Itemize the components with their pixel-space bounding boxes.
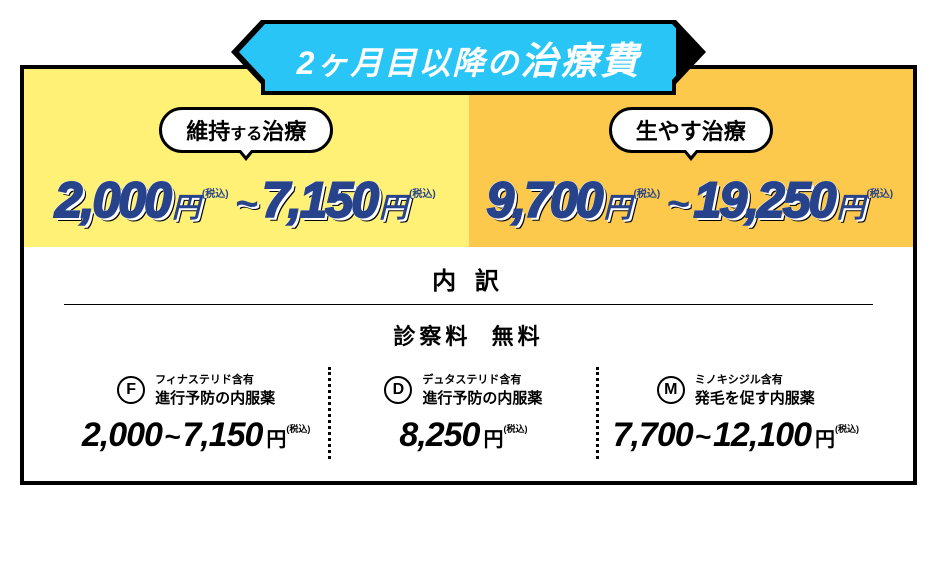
med-price: 2,000 ~ 7,150 円 (税込) <box>78 416 314 455</box>
med-finasteride: F フィナステリド含有 進行予防の内服薬 2,000 ~ 7,150 円 (税込… <box>64 367 328 459</box>
med-letter-icon: M <box>657 376 685 404</box>
med-letter-icon: F <box>117 376 145 404</box>
breakdown-title: 内 訳 <box>64 261 873 304</box>
consultation-fee: 診察料 無料 <box>64 319 873 351</box>
header-banner: 2ヶ月目以降の治療費 <box>20 20 917 95</box>
plan-grow: 生やす治療 9,700 円 (税込) ~ 19,250 円 (税込) <box>469 69 914 247</box>
divider <box>64 304 873 305</box>
med-price: 8,250 円 (税込) <box>345 416 581 455</box>
plan-maintain: 維持する治療 2,000 円 (税込) ~ 7,150 円 (税込) <box>24 69 469 247</box>
med-letter-icon: D <box>384 376 412 404</box>
plan-pill: 生やす治療 <box>609 107 773 153</box>
medications-row: F フィナステリド含有 進行予防の内服薬 2,000 ~ 7,150 円 (税込… <box>64 367 873 459</box>
med-name: 進行予防の内服薬 <box>422 387 542 408</box>
med-dutasteride: D デュタステリド含有 進行予防の内服薬 8,250 円 (税込) <box>328 367 595 459</box>
plan-price: 9,700 円 (税込) ~ 19,250 円 (税込) <box>481 171 902 229</box>
plan-price: 2,000 円 (税込) ~ 7,150 円 (税込) <box>36 171 457 229</box>
med-ingredient: フィナステリド含有 <box>155 371 275 387</box>
plans-row: 維持する治療 2,000 円 (税込) ~ 7,150 円 (税込) 生やす治療… <box>24 69 913 247</box>
plan-pill: 維持する治療 <box>159 107 333 153</box>
breakdown-section: 内 訳 診察料 無料 F フィナステリド含有 進行予防の内服薬 2,000 ~ … <box>24 247 913 481</box>
med-name: 発毛を促す内服薬 <box>695 387 815 408</box>
med-ingredient: デュタステリド含有 <box>422 371 542 387</box>
pricing-card: 維持する治療 2,000 円 (税込) ~ 7,150 円 (税込) 生やす治療… <box>20 65 917 485</box>
med-ingredient: ミノキシジル含有 <box>695 371 815 387</box>
med-minoxidil: M ミノキシジル含有 発毛を促す内服薬 7,700 ~ 12,100 円 (税込… <box>596 367 873 459</box>
med-name: 進行予防の内服薬 <box>155 387 275 408</box>
med-price: 7,700 ~ 12,100 円 (税込) <box>613 416 859 455</box>
banner-label: 2ヶ月目以降の治療費 <box>261 20 677 95</box>
